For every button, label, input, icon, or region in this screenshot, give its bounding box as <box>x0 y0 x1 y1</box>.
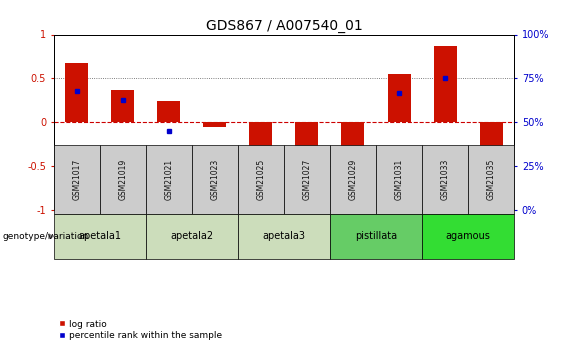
Bar <box>238 145 284 214</box>
Text: GSM21029: GSM21029 <box>349 159 358 200</box>
Text: apetala1: apetala1 <box>78 231 121 241</box>
Text: GSM21021: GSM21021 <box>164 159 173 200</box>
Text: GSM21023: GSM21023 <box>210 159 219 200</box>
Bar <box>433 46 457 122</box>
Bar <box>238 214 330 259</box>
Bar <box>146 214 238 259</box>
Text: GSM21035: GSM21035 <box>486 159 496 200</box>
Text: GSM21019: GSM21019 <box>118 159 127 200</box>
Text: GSM21031: GSM21031 <box>394 159 403 200</box>
Bar <box>422 145 468 214</box>
Legend: log ratio, percentile rank within the sample: log ratio, percentile rank within the sa… <box>58 320 222 341</box>
Bar <box>295 122 319 169</box>
Text: GSM21025: GSM21025 <box>257 159 266 200</box>
Bar <box>376 145 422 214</box>
Bar <box>111 90 134 122</box>
Text: GSM21017: GSM21017 <box>72 159 81 200</box>
Bar <box>192 145 238 214</box>
Bar <box>54 214 146 259</box>
Bar <box>330 145 376 214</box>
Text: genotype/variation: genotype/variation <box>3 232 89 241</box>
Bar <box>54 145 99 214</box>
Text: agamous: agamous <box>446 231 490 241</box>
Text: GSM21033: GSM21033 <box>441 159 450 200</box>
Bar <box>157 101 180 122</box>
Bar <box>203 122 227 127</box>
Bar <box>480 122 503 201</box>
Bar <box>284 145 330 214</box>
Text: GSM21027: GSM21027 <box>302 159 311 200</box>
Text: apetala2: apetala2 <box>170 231 214 241</box>
Text: apetala3: apetala3 <box>262 231 306 241</box>
Bar <box>388 74 411 122</box>
Bar <box>249 122 272 171</box>
Bar <box>468 145 514 214</box>
Text: pistillata: pistillata <box>355 231 397 241</box>
Bar <box>146 145 192 214</box>
Bar <box>341 122 364 180</box>
Bar <box>330 214 422 259</box>
Bar <box>99 145 146 214</box>
Bar <box>422 214 514 259</box>
Bar <box>65 63 88 122</box>
Title: GDS867 / A007540_01: GDS867 / A007540_01 <box>206 19 362 33</box>
